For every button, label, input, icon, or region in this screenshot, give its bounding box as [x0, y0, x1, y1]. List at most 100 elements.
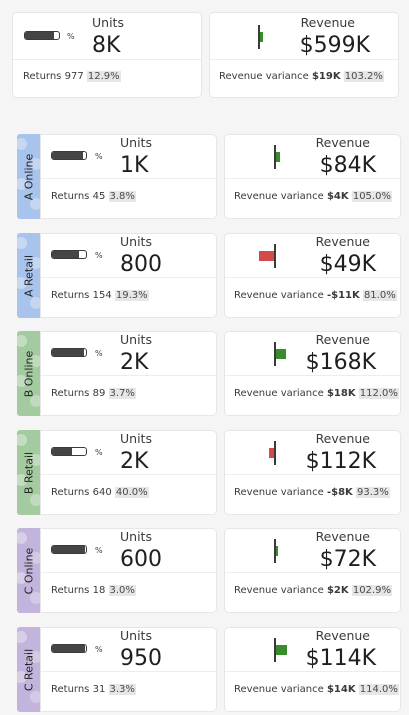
returns-value: 154 — [92, 290, 112, 301]
variance-line: Revenue variance -$11K 81.0% — [234, 290, 397, 301]
group-revenue-card[interactable]: Revenue $112K Revenue variance -$8K 93.3… — [224, 430, 401, 515]
variance-pct: 114.0% — [358, 684, 399, 695]
variance-label: Revenue variance — [234, 290, 324, 301]
group-tab[interactable]: C Retail — [17, 627, 40, 712]
units-gauge-fill — [25, 32, 54, 39]
revenue-label: Revenue — [315, 529, 370, 544]
units-label: Units — [120, 135, 152, 150]
returns-line: Returns 640 40.0% — [51, 487, 149, 498]
group-tab[interactable]: B Retail — [17, 430, 40, 515]
units-label: Units — [120, 234, 152, 249]
group-units-card[interactable]: % Units 2K Returns 640 40.0% — [40, 430, 217, 515]
group-tab[interactable]: C Online — [17, 528, 40, 613]
units-label: Units — [120, 628, 152, 643]
revenue-value: $112K — [305, 449, 376, 474]
variance-axis — [274, 638, 276, 662]
units-gauge — [51, 250, 87, 259]
group-revenue-card[interactable]: Revenue $49K Revenue variance -$11K 81.0… — [224, 233, 401, 318]
units-gauge — [51, 644, 87, 653]
revenue-label: Revenue — [315, 332, 370, 347]
card-divider — [225, 474, 400, 475]
card-divider — [225, 375, 400, 376]
returns-value: 18 — [92, 585, 106, 596]
returns-pct: 12.9% — [86, 71, 121, 82]
group-units-card[interactable]: % Units 1K Returns 45 3.8% — [40, 134, 217, 219]
variance-line: Revenue variance $19K 103.2% — [219, 71, 384, 82]
gauge-percent-label: % — [95, 546, 103, 555]
group-revenue-card[interactable]: Revenue $72K Revenue variance $2K 102.9% — [224, 528, 401, 613]
variance-pct: 112.0% — [358, 388, 399, 399]
units-gauge-fill — [52, 448, 73, 455]
group-revenue-card[interactable]: Revenue $84K Revenue variance $4K 105.0% — [224, 134, 401, 219]
revenue-variance-chart — [260, 539, 290, 563]
group-units-card[interactable]: % Units 2K Returns 89 3.7% — [40, 331, 217, 416]
group-tab-label: A Retail — [22, 254, 35, 297]
group-units-card[interactable]: % Units 800 Returns 154 19.3% — [40, 233, 217, 318]
units-label: Units — [120, 529, 152, 544]
variance-value: $19K — [311, 71, 341, 82]
units-gauge-fill — [52, 645, 85, 652]
card-divider — [13, 59, 201, 60]
units-gauge-fill — [52, 152, 84, 159]
revenue-variance-chart — [260, 638, 290, 662]
revenue-variance-chart — [260, 441, 290, 465]
variance-bar — [276, 152, 280, 162]
group-units-card[interactable]: % Units 950 Returns 31 3.3% — [40, 627, 217, 712]
group-tab[interactable]: A Retail — [17, 233, 40, 318]
units-value: 950 — [120, 646, 162, 671]
card-divider — [41, 572, 216, 573]
summary-units-card[interactable]: % Units 8K Returns 977 12.9% — [12, 12, 202, 98]
returns-label: Returns — [51, 290, 90, 301]
variance-pct: 81.0% — [362, 290, 397, 301]
units-gauge-fill — [52, 251, 80, 258]
group-tab-label: B Retail — [22, 451, 35, 494]
card-divider — [225, 572, 400, 573]
units-gauge-fill — [52, 546, 85, 553]
revenue-label: Revenue — [315, 628, 370, 643]
revenue-variance-chart — [260, 342, 290, 366]
variance-value: $14K — [326, 684, 356, 695]
returns-pct: 3.3% — [108, 684, 136, 695]
variance-pct: 105.0% — [351, 191, 392, 202]
returns-line: Returns 18 3.0% — [51, 585, 136, 596]
returns-line: Returns 45 3.8% — [51, 191, 136, 202]
variance-label: Revenue variance — [234, 585, 324, 596]
units-label: Units — [92, 15, 124, 30]
group-revenue-card[interactable]: Revenue $168K Revenue variance $18K 112.… — [224, 331, 401, 416]
gauge-percent-label: % — [67, 32, 75, 41]
card-divider — [210, 59, 398, 60]
tab-pattern — [17, 528, 40, 613]
group-tab[interactable]: A Online — [17, 134, 40, 219]
variance-axis — [274, 342, 276, 366]
variance-label: Revenue variance — [234, 191, 324, 202]
variance-line: Revenue variance -$8K 93.3% — [234, 487, 390, 498]
revenue-value: $599K — [299, 33, 370, 58]
tab-pattern — [17, 233, 40, 318]
group-tab-label: B Online — [22, 350, 35, 397]
group-units-card[interactable]: % Units 600 Returns 18 3.0% — [40, 528, 217, 613]
units-value: 2K — [120, 350, 149, 375]
revenue-value: $72K — [319, 547, 376, 572]
returns-line: Returns 89 3.7% — [51, 388, 136, 399]
returns-label: Returns — [51, 684, 90, 695]
revenue-variance-chart — [259, 244, 290, 268]
revenue-value: $49K — [319, 252, 376, 277]
gauge-percent-label: % — [95, 645, 103, 654]
units-value: 800 — [120, 252, 162, 277]
group-tab[interactable]: B Online — [17, 331, 40, 416]
group-revenue-card[interactable]: Revenue $114K Revenue variance $14K 114.… — [224, 627, 401, 712]
variance-value: $18K — [326, 388, 356, 399]
returns-line: Returns 154 19.3% — [51, 290, 149, 301]
units-value: 2K — [120, 449, 149, 474]
summary-revenue-card[interactable]: Revenue $599K Revenue variance $19K 103.… — [209, 12, 399, 98]
units-gauge-fill — [52, 349, 85, 356]
variance-label: Revenue variance — [234, 388, 324, 399]
variance-value: $4K — [326, 191, 349, 202]
variance-axis — [258, 25, 260, 49]
units-label: Units — [120, 431, 152, 446]
variance-axis — [274, 145, 276, 169]
tab-pattern — [17, 627, 40, 712]
variance-bar — [276, 546, 278, 556]
variance-line: Revenue variance $18K 112.0% — [234, 388, 399, 399]
returns-pct: 3.7% — [108, 388, 136, 399]
